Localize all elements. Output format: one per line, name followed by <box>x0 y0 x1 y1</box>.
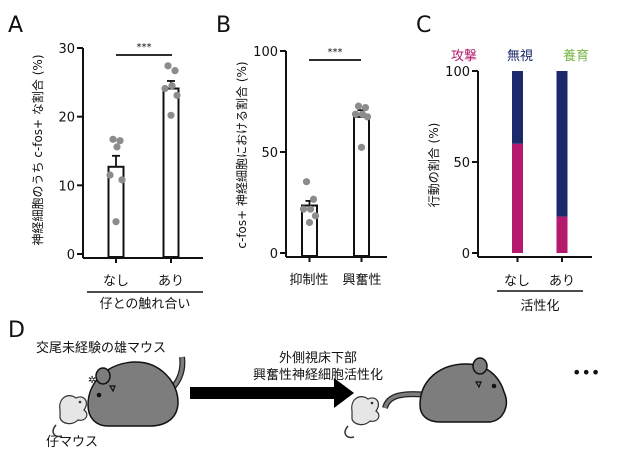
chart-a-ylabel: 神経細胞のうち c-fos+ な割合 (%) <box>30 54 45 245</box>
legend-ignore: 無視 <box>507 49 533 64</box>
chart-b-y-tick-label: 0 <box>270 247 278 262</box>
chart-c-y-tick-label: 0 <box>462 247 470 262</box>
adult-mouse-icon <box>382 357 508 423</box>
panel-letter-b: B <box>216 13 231 38</box>
chart-c-xlabel: 活性化 <box>520 299 559 314</box>
chart-a-data-point <box>161 84 169 93</box>
chart-b-data-point <box>351 110 360 118</box>
chart-b-data-point <box>306 205 315 213</box>
arrow-icon <box>190 378 354 408</box>
chart-b-category-label: 興奮性 <box>342 273 381 288</box>
adult-mouse-icon: ✲ <box>87 356 186 427</box>
pup-mouse-icon <box>344 396 380 439</box>
chart-b-data-point <box>311 212 320 220</box>
panel-letter-a: A <box>8 13 23 38</box>
chart-a-y-tick-label: 20 <box>58 111 75 126</box>
chart-a-data-point <box>168 82 176 90</box>
adult-male-label: 交尾未経験の雄マウス <box>36 340 166 356</box>
chart-b-data-point <box>363 113 372 121</box>
legend-aggression: 攻撃 <box>451 48 477 64</box>
chart-b-data-point <box>305 218 314 227</box>
ellipsis: ••• <box>572 363 600 382</box>
chart-c: 行動の割合 (%) 攻撃 無視 養育 なし あり 活性化 0 50 100 <box>426 48 592 314</box>
arrow-label-line1: 外側視床下部 <box>279 351 357 366</box>
anger-mark-icon: ✲ <box>88 375 96 386</box>
chart-b-y-tick-label: 50 <box>261 146 278 161</box>
chart-a-data-point <box>173 91 181 99</box>
chart-b-data-point <box>299 205 308 213</box>
pup-mouse-icon <box>52 395 88 438</box>
chart-a-data-point <box>164 62 172 70</box>
chart-c-y-tick-label: 50 <box>453 156 470 171</box>
chart-a-xlabel: 仔との触れ合い <box>100 297 191 312</box>
chart-a-data-point <box>118 176 126 184</box>
legend-nurture: 養育 <box>563 48 589 64</box>
chart-c-bar-segment <box>512 71 523 144</box>
chart-a-data-point <box>109 135 117 143</box>
chart-b-y-tick-label: 100 <box>253 45 278 60</box>
chart-a: 神経細胞のうち c-fos+ な割合 (%) *** なし あり 仔との触れ合い… <box>30 42 203 312</box>
chart-b-category-label: 抑制性 <box>289 273 328 288</box>
chart-c-bar-segment <box>512 143 523 253</box>
arrow-label-line2: 興奮性神経細胞活性化 <box>253 368 383 383</box>
chart-b-significance: *** <box>328 47 343 58</box>
chart-c-ylabel: 行動の割合 (%) <box>426 123 441 208</box>
chart-a-category-label: なし <box>103 274 129 289</box>
chart-a-data-point <box>113 143 121 151</box>
panel-letter-d: D <box>8 318 25 343</box>
chart-a-data-point <box>171 67 179 75</box>
chart-b-data-point <box>309 195 318 203</box>
chart-b-data-point <box>302 178 311 186</box>
chart-a-data-point <box>106 171 114 179</box>
chart-a-y-tick-label: 0 <box>67 248 75 263</box>
chart-b-bar <box>353 115 370 257</box>
chart-a-significance: *** <box>137 42 152 53</box>
pup-label: 仔マウス <box>46 435 98 450</box>
chart-b-data-point <box>357 143 366 151</box>
chart-b-ylabel: c-fos+ 神経細胞における割合 (%) <box>234 61 249 248</box>
chart-a-category-label: あり <box>158 274 184 289</box>
schematic-d: 交尾未経験の雄マウス 仔マウス 外側視床下部 興奮性神経細胞活性化 ••• ✲ <box>36 340 600 450</box>
chart-b-data-point <box>354 102 363 110</box>
chart-c-bar-segment <box>556 71 568 217</box>
panel-letter-c: C <box>416 13 431 38</box>
chart-c-category-label: なし <box>504 274 530 289</box>
chart-c-category-label: あり <box>549 274 575 289</box>
chart-b-data-point <box>361 103 370 112</box>
chart-a-data-point <box>167 111 175 119</box>
chart-a-y-tick-label: 30 <box>58 42 75 57</box>
chart-c-bar-segment <box>556 216 568 253</box>
chart-a-data-point <box>112 218 120 226</box>
chart-a-data-point <box>116 137 124 145</box>
chart-c-y-tick-label: 100 <box>445 65 470 80</box>
chart-a-y-tick-label: 10 <box>58 179 75 194</box>
chart-b: c-fos+ 神経細胞における割合 (%) *** 抑制性 興奮性 0 50 100 <box>234 45 387 288</box>
